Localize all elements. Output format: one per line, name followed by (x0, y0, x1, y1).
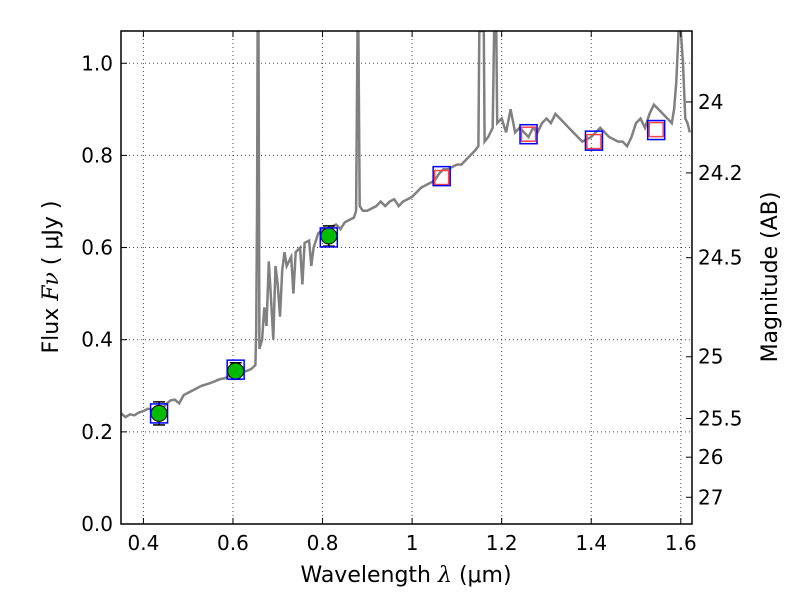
y-axis-label: Flux Fν ( μJy ) (39, 200, 64, 353)
upper-limit-marker (586, 133, 602, 150)
y-axis-label-symbol: Fν (39, 272, 64, 302)
x-tick-label: 0.6 (217, 531, 249, 555)
y-tick-label: 0.2 (81, 420, 113, 444)
model-flux-marker (584, 130, 604, 151)
y2-tick-label: 24.5 (698, 246, 743, 270)
observed-point (150, 404, 168, 422)
y2-axis-label: Magnitude (AB) (758, 192, 783, 363)
upper-limit-marker (648, 121, 664, 138)
y2-tick-label: 24.2 (698, 161, 743, 185)
model-flux-marker (226, 359, 245, 380)
x-tick-label: 1.6 (665, 531, 697, 555)
y2-tick-label: 25 (698, 345, 723, 369)
ticks: 0.4 0.6 0.8 1 1.2 1.4 1.6 0.0 0.2 0.4 0.6 0.8 1.0 24 2… (81, 31, 743, 555)
x-tick-label: 1.4 (575, 531, 607, 555)
model-flux-marker (149, 403, 169, 424)
y-tick-label: 0.0 (81, 512, 113, 536)
model-flux-marker (646, 119, 666, 141)
x-axis-label-prefix: Wavelength (300, 563, 431, 588)
model-flux-marker (432, 165, 451, 187)
plot-frame (120, 30, 693, 525)
y2-tick-label: 27 (698, 485, 723, 509)
upper-limit-marker (520, 126, 537, 142)
y-tick-label: 1.0 (81, 51, 113, 75)
x-axis-label: Wavelength λ (μm) (300, 563, 511, 588)
y2-tick-label: 25.5 (698, 406, 743, 430)
observed-point (320, 227, 338, 245)
upper-limit-marker (433, 169, 450, 186)
model-flux-marker (519, 123, 538, 145)
x-axis-label-symbol: λ (437, 563, 452, 588)
x-axis-label-unit: (μm) (459, 563, 512, 588)
x-tick-label: 1.2 (486, 531, 518, 555)
grid (121, 31, 692, 525)
observed-point (227, 362, 245, 380)
y2-tick-label: 26 (698, 445, 723, 469)
x-tick-label: 0.8 (307, 531, 339, 555)
model-spectrum-line (121, 31, 692, 419)
model-flux-marker (319, 227, 339, 248)
y-tick-label: 0.4 (81, 328, 113, 352)
y-tick-label: 0.8 (81, 143, 113, 167)
markers (149, 119, 666, 426)
y-axis-label-unit: ( μJy ) (39, 200, 64, 265)
x-tick-label: 1 (406, 531, 419, 555)
y-tick-label: 0.6 (81, 236, 113, 260)
x-tick-label: 0.4 (127, 531, 159, 555)
y2-tick-label: 24 (698, 90, 723, 114)
y-axis-label-prefix: Flux (39, 308, 64, 354)
